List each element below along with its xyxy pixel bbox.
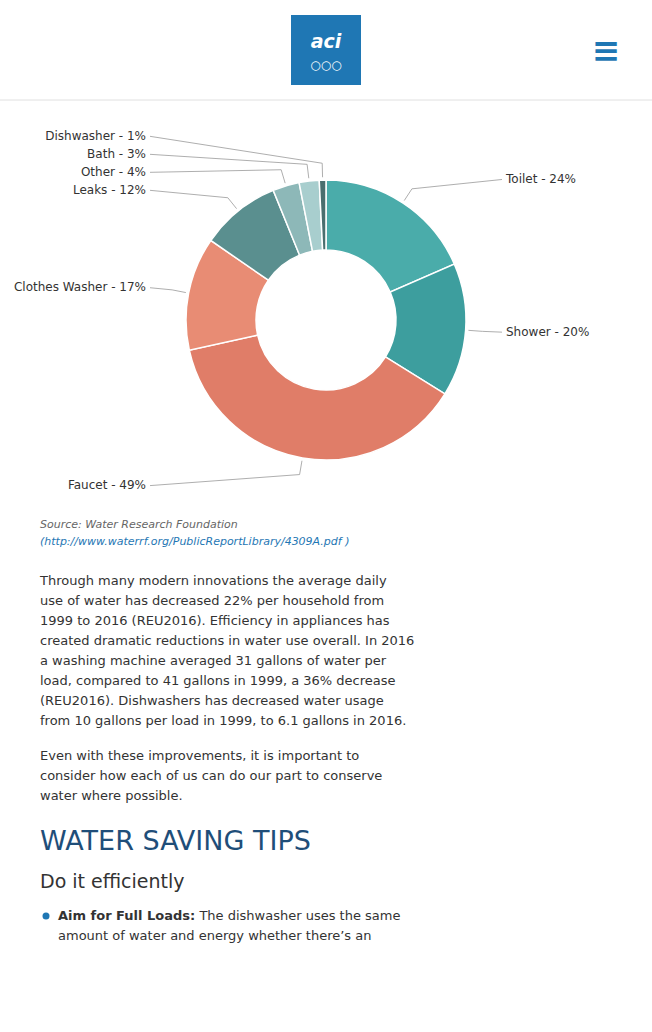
text-line: 1999 to 2016 (REU2016). Efficiency in ap… <box>40 613 390 628</box>
heading: WATER SAVING TIPS <box>40 825 311 856</box>
text-line: created dramatic reductions in water use… <box>40 633 414 648</box>
text-line: (http://www.waterrf.org/PublicReportLibr… <box>40 535 349 548</box>
pie-chart: Toilet - 24% Shower - 20% Faucet - 49% Clot… <box>14 129 589 492</box>
text-line: load, compared to 41 gallons in 1999, a … <box>40 673 396 688</box>
slices <box>186 180 466 460</box>
slice-label: Leaks - 12% <box>73 183 146 197</box>
text-line: Even with these improvements, it is impo… <box>40 748 359 763</box>
leader-line <box>404 179 502 200</box>
slice-label: Shower - 20% <box>506 325 589 339</box>
leader-lines <box>150 136 502 485</box>
subheading: Do it efficiently <box>40 870 185 892</box>
leader-line <box>150 461 302 486</box>
header-line <box>0 100 652 101</box>
bullet-label: Aim for Full Loads: <box>58 908 195 923</box>
leader-line <box>150 288 186 293</box>
slice-label: Toilet - 24% <box>505 172 576 186</box>
slice-label: Dishwasher - 1% <box>45 129 146 143</box>
text-line: use of water has decreased 22% per house… <box>40 593 384 608</box>
header: aci ○○○ ≡ <box>0 15 652 100</box>
logo-text: aci <box>311 30 342 52</box>
slice-labels: Toilet - 24% Shower - 20% Faucet - 49% Clot… <box>14 129 589 492</box>
text-line: from 10 gallons per load in 1999, to 6.1… <box>40 713 406 728</box>
leader-line <box>150 170 285 183</box>
text-line: water where possible. <box>40 788 183 803</box>
leader-line <box>150 154 309 178</box>
text-line: Do it efficiently <box>40 870 185 892</box>
page: aci ○○○ ≡ Toilet - 24% Shower - 20% Faucet - … <box>0 0 652 1032</box>
slice-label: Other - 4% <box>81 165 146 179</box>
slice-label: Clothes Washer - 17% <box>14 280 146 294</box>
logo[interactable] <box>291 15 361 85</box>
text-line: Through many modern innovations the aver… <box>39 573 387 588</box>
slice-label: Bath - 3% <box>87 147 146 161</box>
body-paragraph: Through many modern innovations the aver… <box>39 573 414 728</box>
bullet-text: The dishwasher uses the same amount of wa… <box>58 908 400 943</box>
pie-slice <box>319 180 326 250</box>
logo-symbols: ○○○ <box>310 58 341 72</box>
source: Source: Water Research Foundation <box>40 518 238 531</box>
leader-line <box>468 330 502 332</box>
menu-button[interactable]: ≡ <box>592 30 621 70</box>
body-paragraph: Even with these improvements, it is impo… <box>40 748 382 803</box>
text-line: Source: Water Research Foundation <box>40 518 238 531</box>
pie-slice <box>189 335 445 460</box>
source-url: (http://www.waterrf.org/PublicReportLibr… <box>40 535 349 548</box>
text-line: amount of water and energy whether there… <box>58 928 371 943</box>
slice-label: Faucet - 49% <box>68 478 146 492</box>
text-line: WATER SAVING TIPS <box>40 825 311 856</box>
text-line: (REU2016). Dishwashers has decreased wat… <box>40 693 384 708</box>
leader-line <box>150 136 323 177</box>
text-line: consider how each of us can do our part … <box>40 768 382 783</box>
text-line: The dishwasher uses the same <box>195 908 400 923</box>
text-line: a washing machine averaged 31 gallons of… <box>40 653 387 668</box>
leader-line <box>150 190 237 208</box>
bullet <box>43 913 50 920</box>
